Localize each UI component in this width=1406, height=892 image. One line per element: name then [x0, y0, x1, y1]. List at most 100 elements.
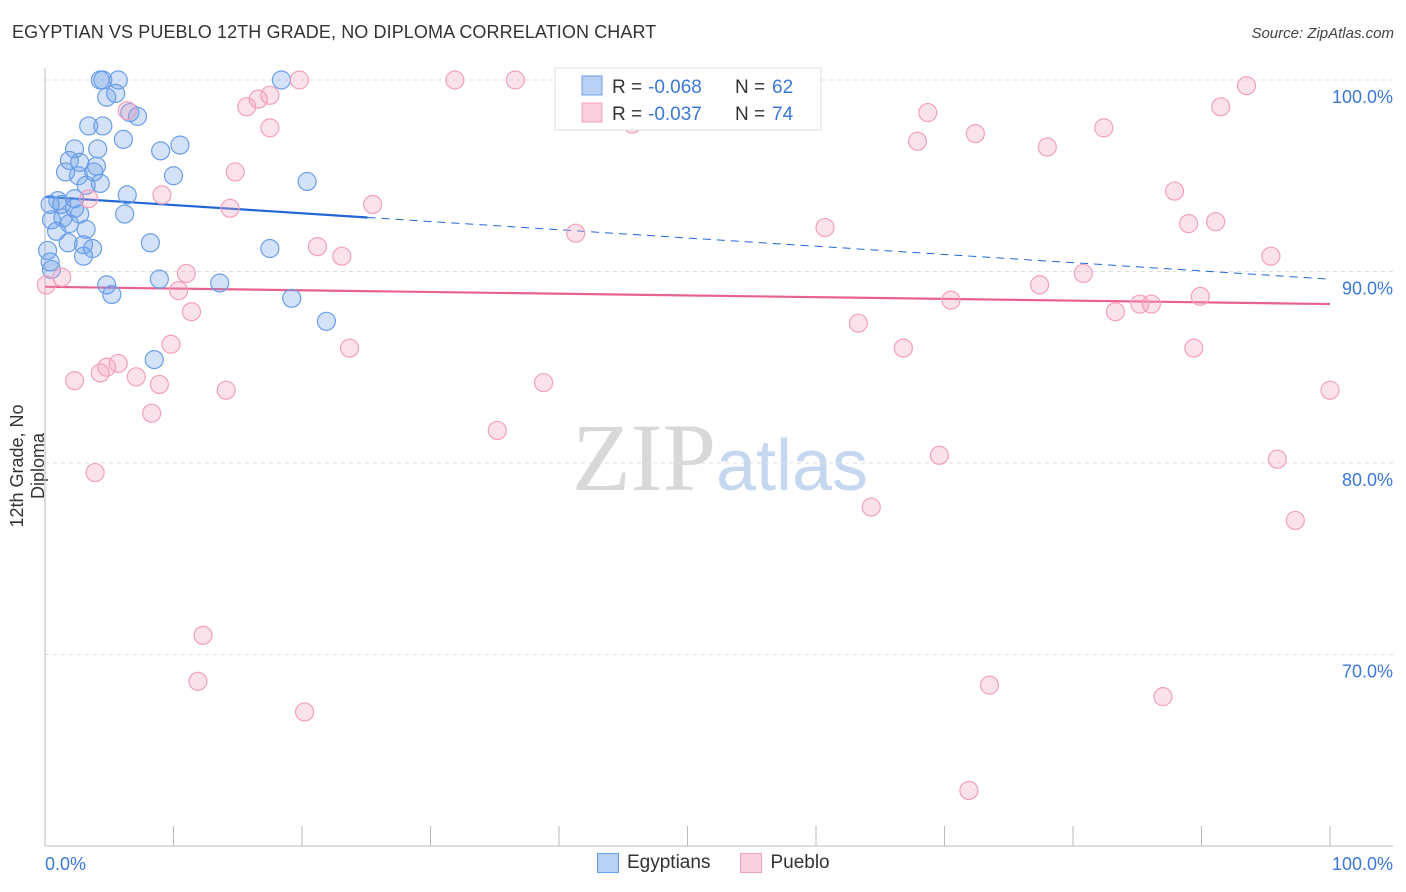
- pueblo-point: [260, 118, 280, 138]
- pueblo-point: [52, 267, 72, 287]
- egyptians-point: [282, 288, 302, 308]
- y-tick-label: 70.0%: [1342, 662, 1393, 682]
- pueblo-point: [1211, 97, 1231, 117]
- egyptians-point: [41, 259, 62, 280]
- pueblo-point: [1130, 294, 1150, 314]
- pueblo-point: [487, 420, 507, 441]
- egyptians-point: [140, 233, 160, 253]
- pueblo-point: [97, 357, 117, 377]
- pueblo-point: [117, 101, 137, 121]
- pueblo-point: [289, 70, 310, 90]
- pueblo-point: [36, 275, 56, 295]
- pueblo-trendline: [44, 285, 1331, 306]
- n-label: N =: [735, 104, 765, 125]
- egyptians-point: [113, 129, 133, 149]
- egyptians-point: [58, 233, 78, 253]
- pueblo-point: [1236, 76, 1257, 96]
- pueblo-point: [1184, 338, 1204, 358]
- pueblo-point: [1141, 294, 1161, 314]
- x-tick-label: 0.0%: [45, 854, 86, 874]
- pueblo-point: [176, 263, 196, 284]
- egyptians-point: [37, 240, 58, 261]
- y-tick-label: 80.0%: [1342, 470, 1393, 490]
- r-label: R =: [612, 104, 642, 125]
- pueblo-point: [1073, 263, 1093, 284]
- pueblo-point: [216, 380, 236, 400]
- egyptians-point: [93, 116, 113, 136]
- pueblo-point: [848, 313, 869, 333]
- x-tick-label: 100.0%: [1332, 854, 1393, 874]
- pueblo-point: [929, 445, 949, 465]
- watermark: ZIPatlas: [572, 404, 868, 511]
- pueblo-point: [108, 353, 128, 374]
- egyptians-point: [46, 221, 67, 241]
- egyptians-point: [40, 252, 60, 272]
- pueblo-point: [294, 702, 315, 722]
- pueblo-point: [1029, 275, 1050, 295]
- pueblo-point: [505, 70, 525, 90]
- n-value: 62: [772, 77, 793, 98]
- egyptians-point: [316, 311, 337, 331]
- pueblo-point: [225, 162, 245, 182]
- n-value: 74: [772, 104, 794, 125]
- legend-item-egyptians[interactable]: Egyptians: [597, 852, 710, 874]
- pueblo-point: [1285, 510, 1305, 531]
- pueblo-point: [1094, 118, 1114, 138]
- pueblo-point: [64, 371, 85, 391]
- legend-label: Pueblo: [770, 852, 830, 873]
- legend-swatch: [581, 75, 603, 96]
- pueblo-point: [566, 223, 586, 243]
- egyptians-point: [149, 269, 169, 289]
- pueblo-point: [181, 302, 202, 322]
- egyptians-swatch: [597, 853, 619, 873]
- pueblo-point: [126, 367, 146, 387]
- r-value: -0.068: [648, 77, 702, 98]
- egyptians-trendline: [44, 195, 368, 219]
- egyptians-point: [88, 139, 108, 159]
- pueblo-point: [959, 780, 979, 801]
- pueblo-point: [169, 281, 189, 301]
- legend-swatch: [581, 102, 603, 123]
- egyptians-point: [260, 238, 280, 259]
- pueblo-point: [941, 290, 961, 310]
- pueblo-point: [188, 671, 208, 691]
- r-label: R =: [612, 77, 642, 98]
- chart-title: EGYPTIAN VS PUEBLO 12TH GRADE, NO DIPLOM…: [12, 22, 657, 42]
- legend: R = -0.068 N = 62 R = -0.037 N = 74: [554, 67, 822, 131]
- pueblo-point: [1190, 286, 1210, 306]
- egyptians-point: [68, 166, 89, 186]
- pueblo-point: [339, 338, 360, 358]
- pueblo-point: [307, 237, 328, 257]
- egyptians-point: [297, 171, 317, 192]
- y-tick-label: 100.0%: [1332, 87, 1393, 107]
- pueblo-point: [815, 217, 835, 238]
- egyptians-point: [97, 275, 117, 295]
- pueblo-point: [152, 185, 172, 205]
- pueblo-point: [1037, 137, 1057, 157]
- pueblo-point: [861, 497, 881, 517]
- pueblo-point: [907, 131, 928, 151]
- pueblo-point: [237, 97, 257, 117]
- pueblo-point: [918, 102, 938, 123]
- egyptians-point: [76, 219, 96, 239]
- pueblo-point: [149, 374, 169, 395]
- egyptians-point: [73, 246, 94, 266]
- pueblo-point: [1105, 302, 1126, 322]
- pueblo-point: [1267, 449, 1287, 469]
- egyptians-point: [151, 141, 171, 161]
- egyptians-point: [106, 83, 126, 104]
- legend-label: Egyptians: [627, 852, 711, 873]
- pueblo-point: [85, 462, 105, 483]
- pueblo-point: [533, 372, 554, 393]
- egyptians-point: [117, 185, 137, 205]
- egyptians-point: [79, 116, 99, 136]
- egyptians-trendline-dashed: [367, 216, 1331, 280]
- bottom-legend: Egyptians Pueblo: [597, 852, 830, 874]
- legend-item-pueblo[interactable]: Pueblo: [740, 852, 830, 874]
- n-label: N =: [735, 77, 765, 98]
- egyptians-point: [210, 273, 230, 293]
- egyptians-point: [163, 166, 184, 186]
- pueblo-swatch: [740, 853, 763, 873]
- pueblo-point: [979, 675, 1000, 695]
